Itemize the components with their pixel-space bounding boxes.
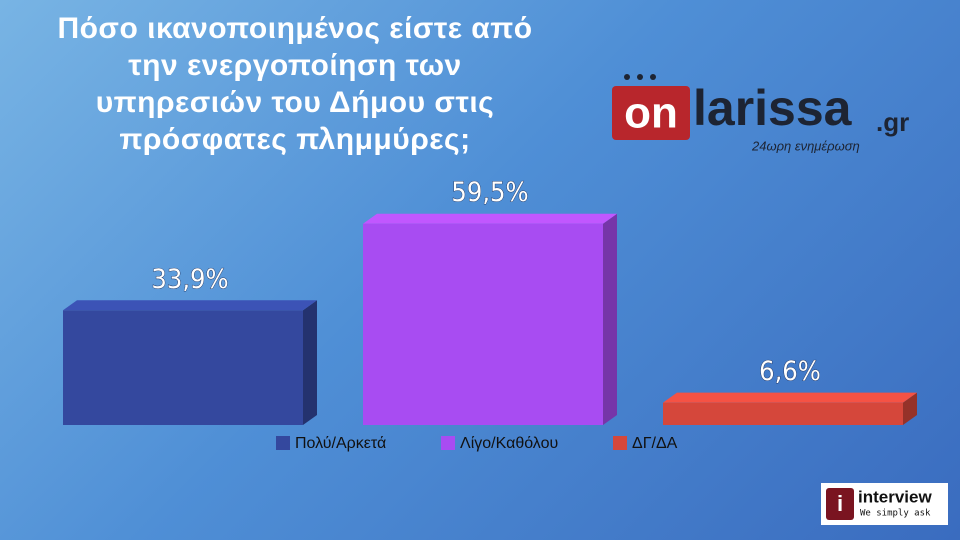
bar-top bbox=[363, 213, 617, 224]
logo-tld: .gr bbox=[876, 107, 909, 137]
logo-on: on bbox=[624, 89, 678, 138]
bar-side bbox=[903, 392, 917, 425]
logo-box bbox=[612, 86, 690, 140]
interview-logo: i interview We simply ask bbox=[821, 483, 948, 525]
logo-tagline: 24ωρη ενημέρωση bbox=[751, 138, 860, 153]
bar bbox=[63, 310, 303, 425]
value-label: 6,6% bbox=[759, 356, 821, 387]
logo-dot bbox=[624, 74, 630, 80]
value-label: 59,5% bbox=[451, 177, 528, 208]
value-label: 33,9% bbox=[151, 264, 228, 295]
logo-name: larissa bbox=[693, 80, 853, 136]
bar-side bbox=[303, 300, 317, 425]
legend-swatch bbox=[276, 436, 290, 450]
logo-icon-letter: i bbox=[837, 491, 843, 516]
onlarissa-logo: on larissa .gr 24ωρη ενημέρωση bbox=[612, 74, 909, 153]
bar bbox=[363, 223, 603, 425]
bar-top bbox=[663, 392, 917, 403]
chart-title: Πόσο ικανοποιημένος είστε από την ενεργο… bbox=[57, 12, 533, 156]
bar-side bbox=[603, 213, 617, 425]
logo-dot bbox=[650, 74, 656, 80]
legend-label: ΔΓ/ΔΑ bbox=[632, 435, 678, 452]
logo-tagline: We simply ask bbox=[860, 509, 931, 519]
logo-name: interview bbox=[858, 487, 932, 506]
bar bbox=[663, 402, 903, 425]
logo-icon bbox=[826, 488, 854, 520]
legend-swatch bbox=[613, 436, 627, 450]
legend-swatch bbox=[441, 436, 455, 450]
legend-label: Λίγο/Καθόλου bbox=[460, 435, 558, 452]
logo-dot bbox=[637, 74, 643, 80]
legend-label: Πολύ/Αρκετά bbox=[295, 435, 386, 452]
bar-top bbox=[63, 300, 317, 311]
